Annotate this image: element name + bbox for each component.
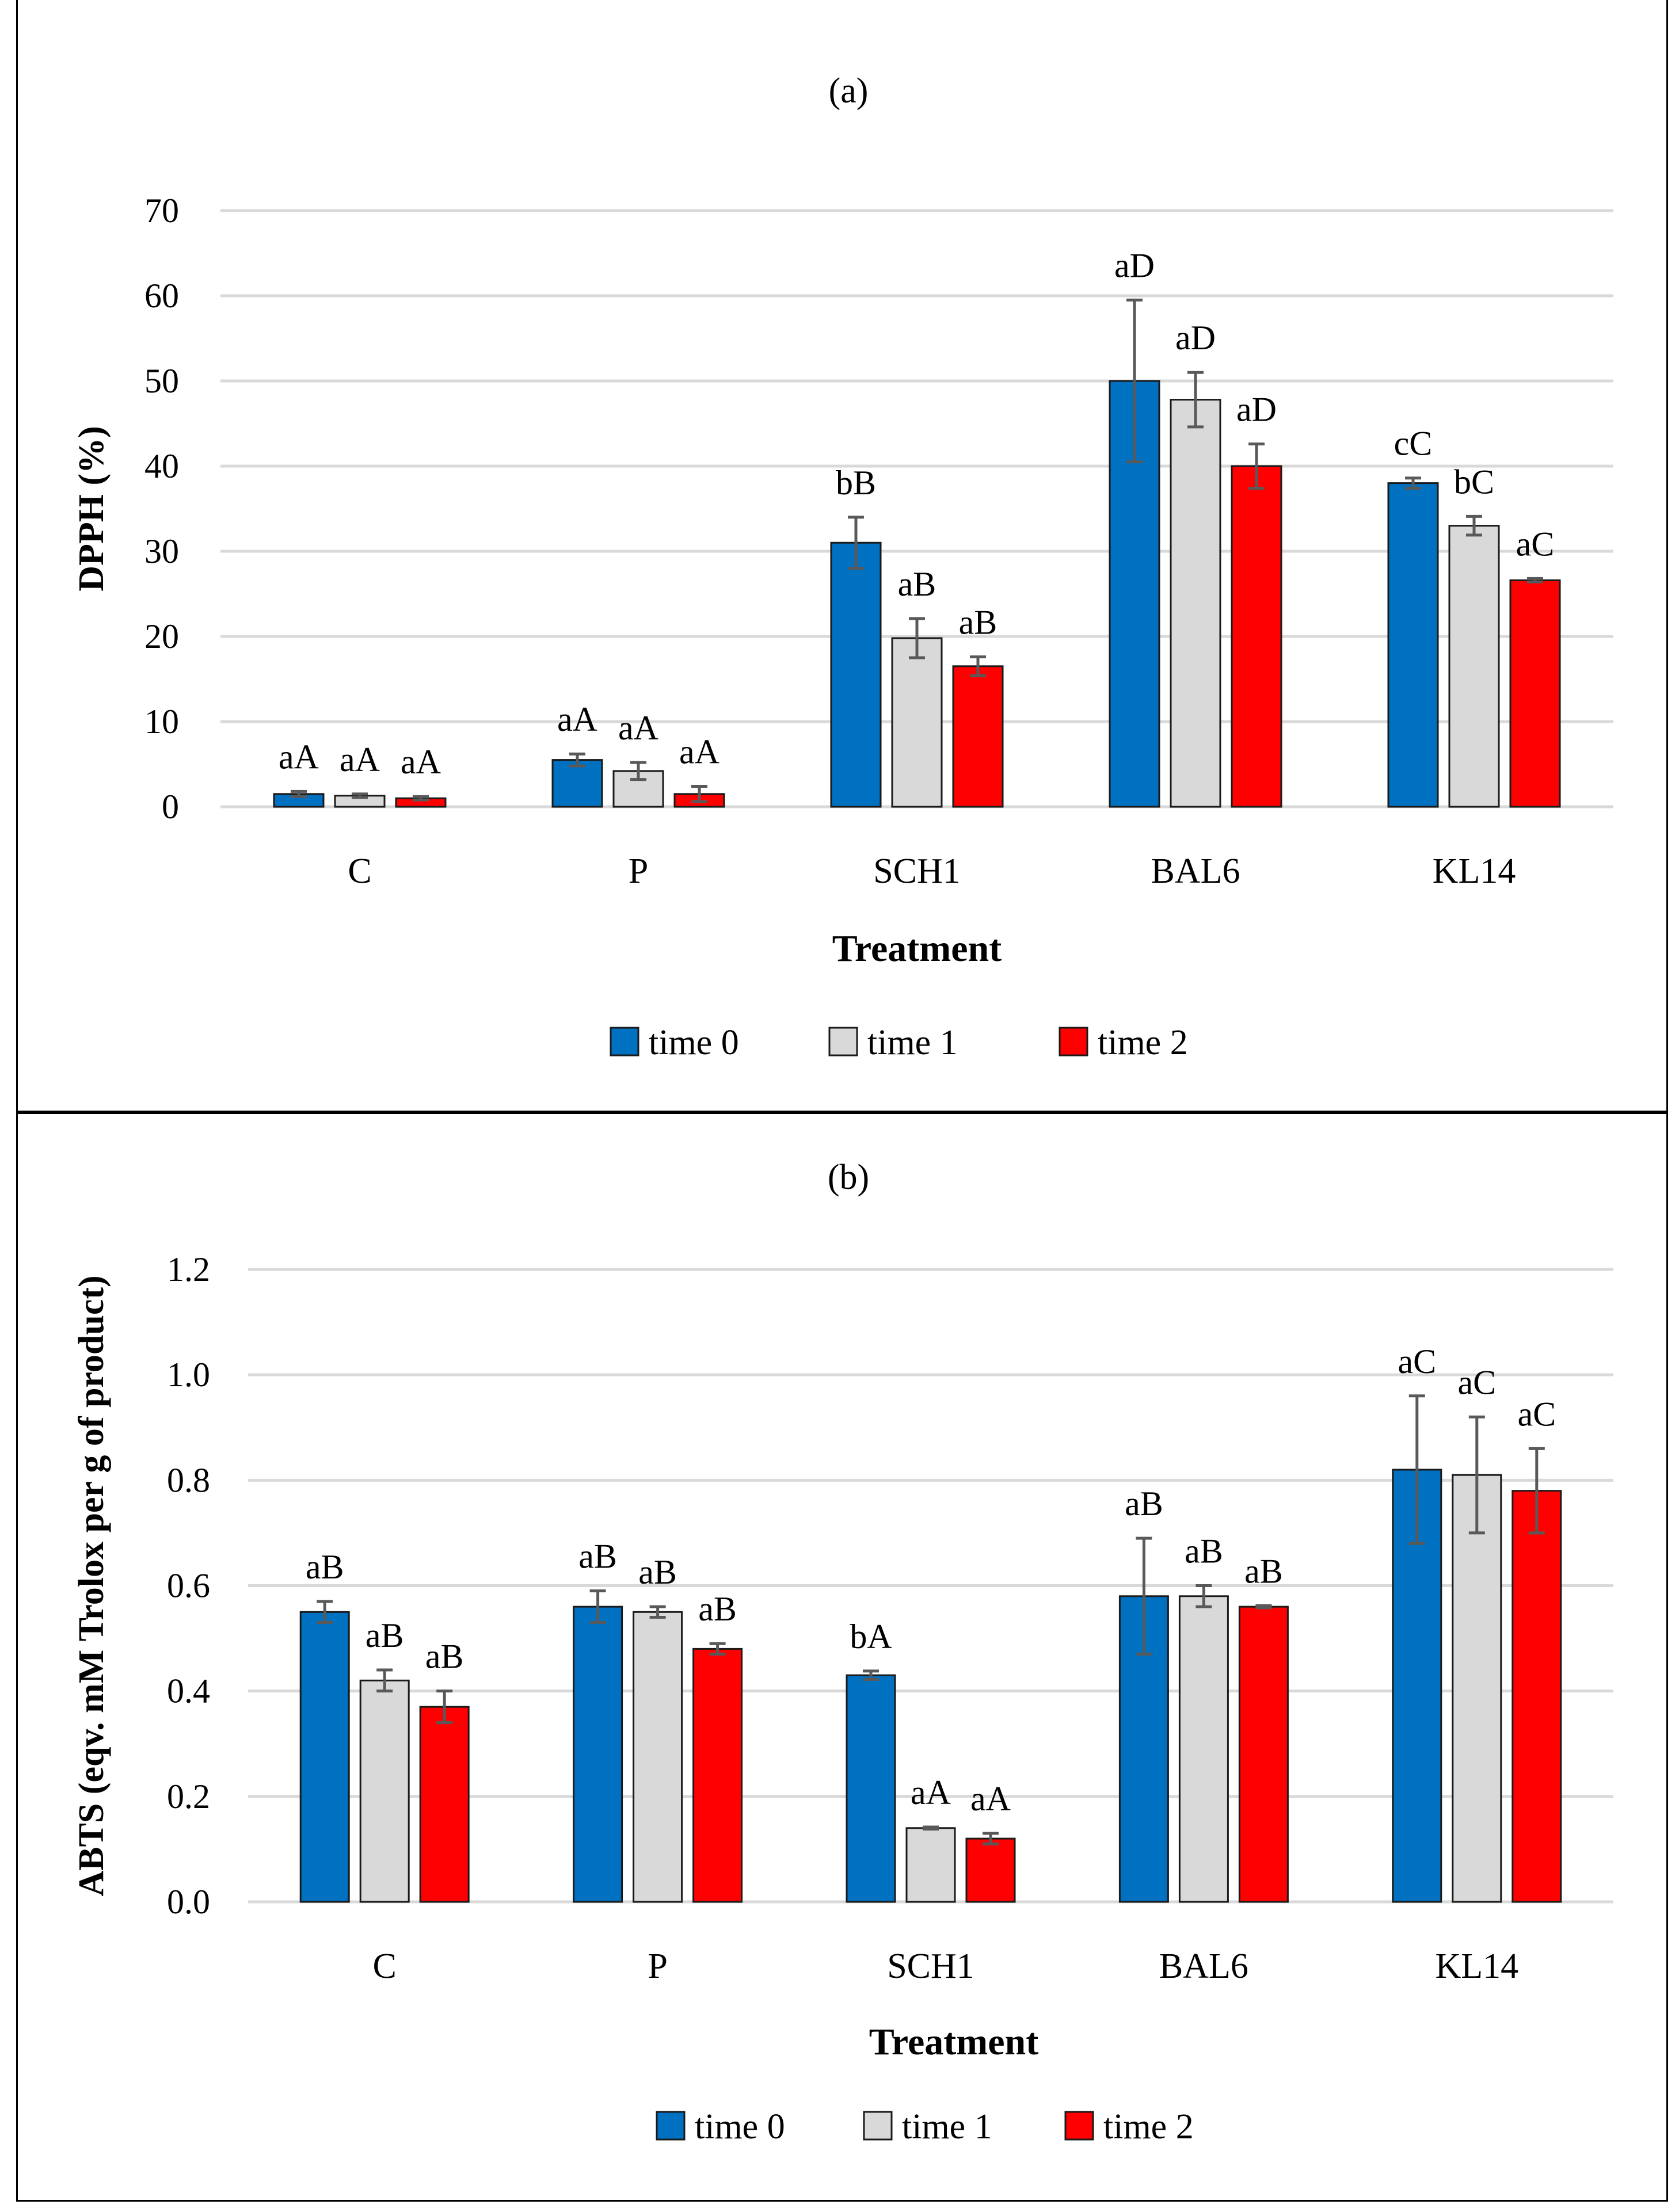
bar [1170, 399, 1221, 808]
bar [1509, 579, 1561, 808]
x-tick-label: C [348, 852, 371, 891]
legend-swatch [1059, 1027, 1088, 1057]
y-tick-label: 0.4 [167, 1672, 210, 1710]
x-tick-label: SCH1 [887, 1947, 974, 1986]
x-tick-label: P [648, 1947, 667, 1986]
legend-label: time 0 [695, 2107, 785, 2146]
y-tick-label: 20 [144, 617, 179, 655]
y-tick-label: 0.6 [167, 1567, 210, 1605]
bar [551, 759, 603, 808]
y-tick-label: 60 [144, 277, 179, 315]
data-label: aA [279, 738, 319, 776]
data-label: aB [1244, 1552, 1283, 1590]
x-tick-label: KL14 [1433, 852, 1516, 891]
y-tick-label: 30 [144, 532, 179, 570]
data-label: aD [1175, 319, 1216, 357]
data-label: aA [618, 709, 658, 747]
dpph-chart: (a) 0 10 20 30 40 50 60 70 aA aA aA CaA aA aA PbB aB aB SC… [72, 71, 1613, 1062]
bar [299, 1611, 350, 1903]
data-label: bB [836, 464, 876, 502]
data-label: aB [1185, 1532, 1223, 1570]
bar [692, 1647, 743, 1903]
x-axis-title: Treatment [869, 2021, 1038, 2063]
abts-chart: (b) 0.0 0.2 0.4 0.6 0.8 1.0 1.2 aB aB aB CaB aB aB PbA… [72, 1158, 1613, 2146]
bar [965, 1837, 1016, 1903]
y-tick-label: 1.0 [167, 1356, 210, 1394]
legend-swatch [1064, 2111, 1094, 2141]
data-label: aB [959, 604, 997, 642]
bar [1452, 1474, 1502, 1903]
bar [1448, 525, 1500, 808]
bar [830, 541, 882, 808]
legend-swatch [863, 2111, 893, 2141]
y-tick-label: 10 [144, 703, 179, 741]
data-label: cC [1394, 425, 1433, 463]
x-tick-label: BAL6 [1151, 852, 1240, 891]
data-label: aB [425, 1638, 464, 1676]
legend-label: time 2 [1103, 2107, 1194, 2146]
data-label: aA [970, 1780, 1011, 1818]
bar [891, 637, 943, 808]
y-tick-label: 0.0 [167, 1883, 210, 1921]
x-tick-label: P [629, 852, 648, 891]
bar [359, 1679, 410, 1903]
data-label: aC [1517, 1395, 1556, 1433]
bar [846, 1674, 896, 1903]
data-label: aB [578, 1538, 617, 1576]
bar [952, 665, 1004, 808]
bar [905, 1827, 956, 1903]
bar [1512, 1490, 1562, 1903]
legend-swatch [610, 1027, 639, 1057]
data-label: aA [557, 700, 597, 738]
data-label: aB [366, 1616, 404, 1654]
x-tick-label: C [373, 1947, 397, 1986]
data-label: aB [638, 1553, 677, 1591]
y-tick-label: 50 [144, 362, 179, 400]
legend-label: time 1 [867, 1023, 958, 1062]
data-label: aC [1398, 1343, 1436, 1380]
y-tick-label: 40 [144, 447, 179, 485]
x-tick-label: SCH1 [873, 852, 961, 891]
data-label: aB [898, 565, 936, 603]
y-tick-label: 0 [162, 788, 179, 826]
y-axis-title: DPPH (%) [72, 426, 111, 592]
data-label: aA [340, 741, 380, 779]
x-tick-label: KL14 [1435, 1947, 1518, 1986]
bar [573, 1605, 623, 1903]
data-label: aD [1236, 391, 1277, 429]
data-label: aC [1516, 525, 1555, 563]
data-label: aA [911, 1774, 951, 1811]
x-tick-label: BAL6 [1159, 1947, 1248, 1986]
chart-title: (b) [828, 1158, 869, 1197]
legend-swatch [656, 2111, 686, 2141]
bar [633, 1611, 683, 1903]
data-label: aB [698, 1590, 737, 1628]
data-label: aA [679, 733, 719, 771]
y-tick-label: 0.8 [167, 1461, 210, 1499]
data-label: bA [850, 1618, 892, 1656]
x-axis-title: Treatment [832, 928, 1002, 970]
data-label: aB [306, 1548, 344, 1586]
data-label: aA [401, 743, 441, 781]
y-tick-label: 70 [144, 192, 179, 230]
bar [1387, 482, 1439, 808]
y-tick-label: 1.2 [167, 1250, 210, 1288]
bar [419, 1706, 470, 1903]
data-label: aB [1125, 1485, 1163, 1523]
y-axis-title: ABTS (eqv. mM Trolox per g of product) [72, 1275, 111, 1896]
legend-swatch [828, 1027, 858, 1057]
data-label: bC [1454, 463, 1494, 501]
data-label: aC [1457, 1363, 1496, 1401]
legend-label: time 0 [649, 1023, 739, 1062]
legend-label: time 2 [1098, 1023, 1188, 1062]
data-label: aD [1114, 246, 1155, 284]
chart-title: (a) [829, 71, 869, 110]
bar [1231, 465, 1282, 808]
bar [1238, 1605, 1289, 1903]
legend-label: time 1 [902, 2107, 992, 2146]
y-tick-label: 0.2 [167, 1778, 210, 1816]
bar [1178, 1595, 1229, 1903]
